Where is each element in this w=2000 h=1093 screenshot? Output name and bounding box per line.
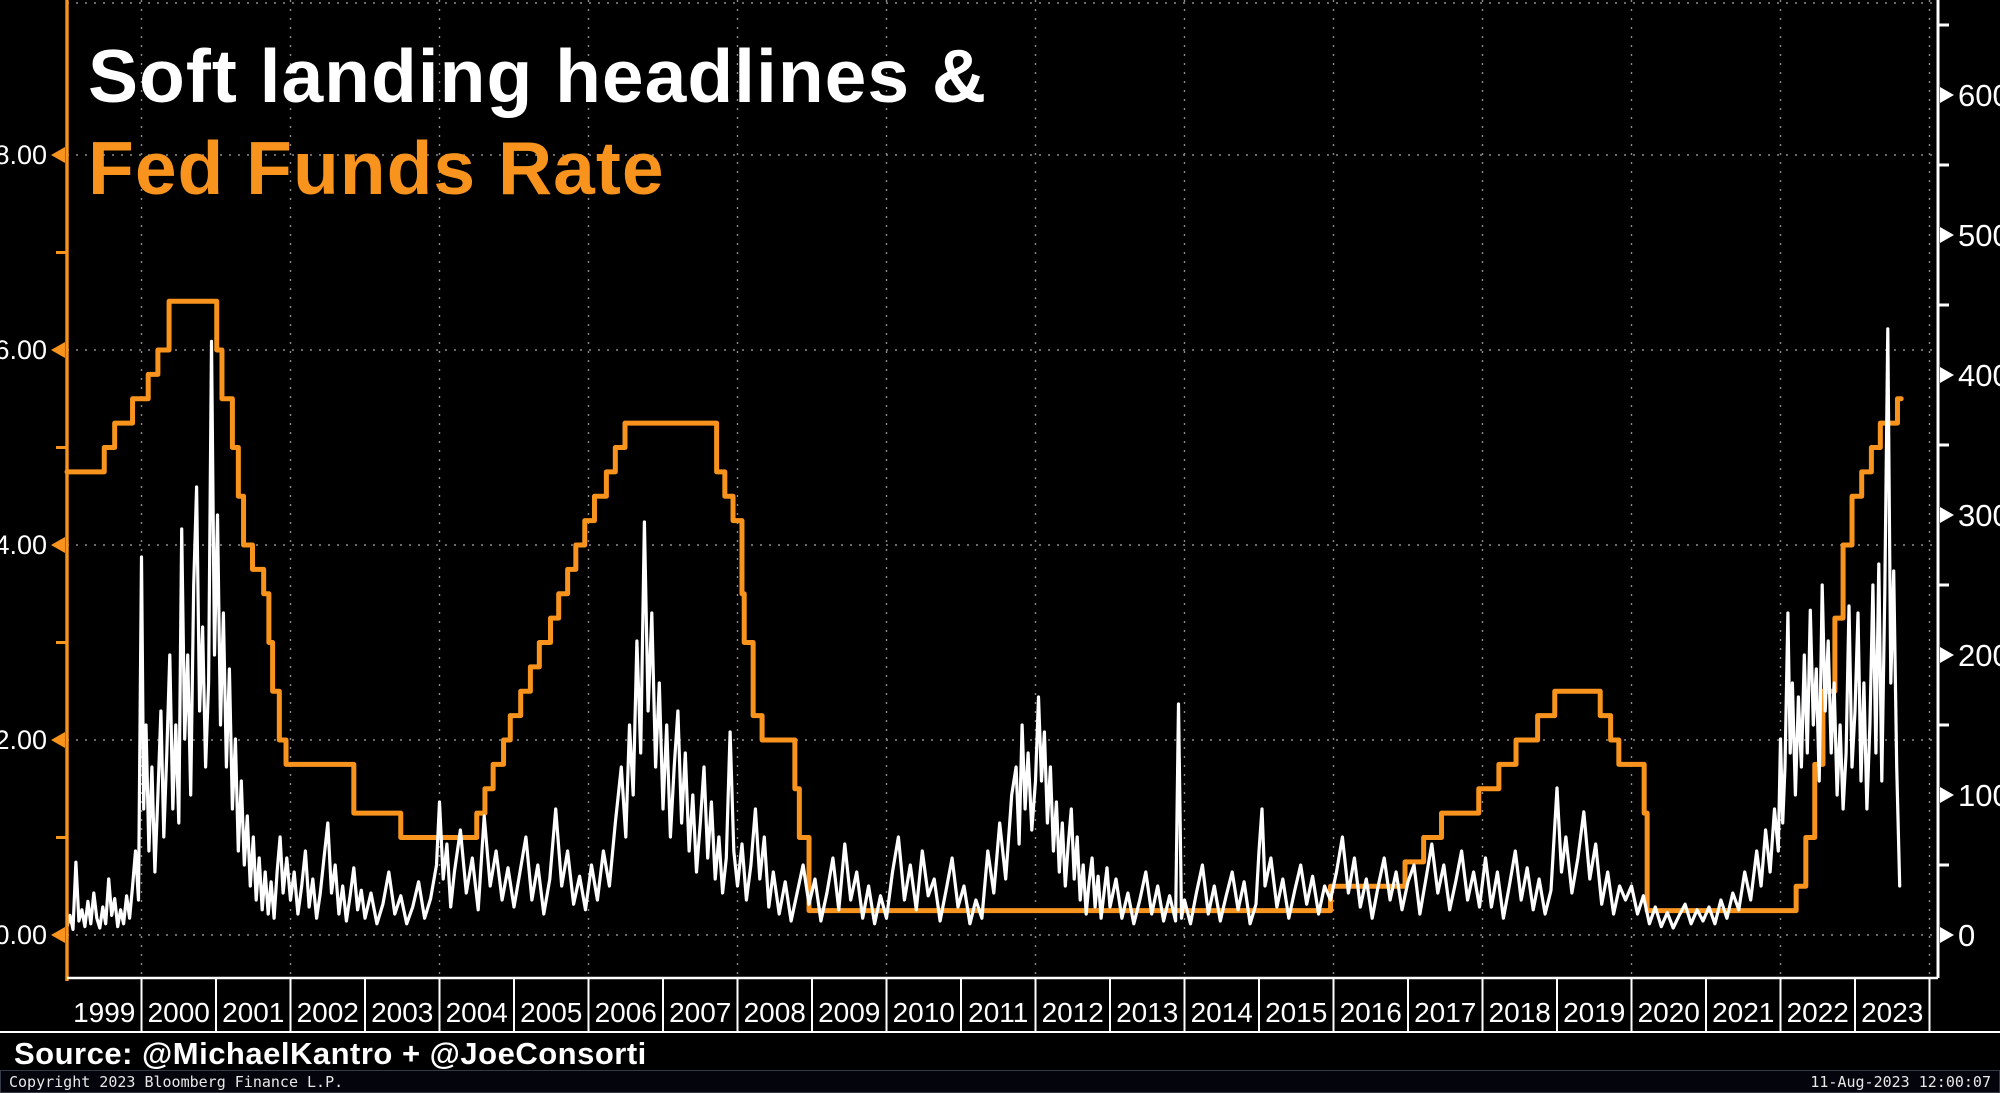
left-axis-tick-label: 6.00 xyxy=(0,335,47,365)
year-label: 2015 xyxy=(1265,997,1327,1028)
year-label: 2008 xyxy=(744,997,806,1028)
grid-vertical xyxy=(140,0,1931,978)
year-label: 2013 xyxy=(1116,997,1178,1028)
year-label: 2019 xyxy=(1563,997,1625,1028)
copyright-text: Copyright 2023 Bloomberg Finance L.P. xyxy=(9,1072,344,1091)
chart-title: Soft landing headlines & Fed Funds Rate xyxy=(88,30,987,214)
left-axis-arrow-icon xyxy=(51,732,65,748)
year-label: 2017 xyxy=(1414,997,1476,1028)
left-axis-arrow-icon xyxy=(51,537,65,553)
left-axis-tick-label: 8.00 xyxy=(0,140,47,170)
right-axis-tick-label: 200 xyxy=(1958,638,2000,673)
source-attribution: Source: @MichaelKantro + @JoeConsorti xyxy=(14,1036,647,1071)
fed-funds-series xyxy=(64,298,1904,914)
right-axis-tick-label: 0 xyxy=(1958,918,1975,953)
left-axis-arrow-icon xyxy=(51,927,65,943)
terminal-footer-bar: Copyright 2023 Bloomberg Finance L.P. 11… xyxy=(0,1070,2000,1093)
right-axis-arrow-icon xyxy=(1940,927,1954,943)
headlines-series xyxy=(65,327,1902,931)
right-axis-arrow-icon xyxy=(1940,227,1954,243)
left-axis-arrow-icon xyxy=(51,147,65,163)
year-label: 2018 xyxy=(1489,997,1551,1028)
year-label: 2002 xyxy=(297,997,359,1028)
year-label: 2014 xyxy=(1191,997,1253,1028)
chart-title-line2: Fed Funds Rate xyxy=(88,126,665,210)
right-axis-tick-label: 500 xyxy=(1958,218,2000,253)
right-axis-arrow-icon xyxy=(1940,647,1954,663)
year-label: 2007 xyxy=(669,997,731,1028)
year-label: 2020 xyxy=(1638,997,1700,1028)
year-label: 2010 xyxy=(893,997,955,1028)
year-label: 2021 xyxy=(1712,997,1774,1028)
year-label: 1999 xyxy=(73,997,135,1028)
year-label: 2001 xyxy=(222,997,284,1028)
right-axis-arrow-icon xyxy=(1940,507,1954,523)
left-axis-tick-label: 2.00 xyxy=(0,725,47,755)
right-axis-arrow-icon xyxy=(1940,367,1954,383)
year-label: 2006 xyxy=(595,997,657,1028)
right-axis: 0 100 200 300 400 500 600 xyxy=(1936,0,2000,978)
year-label: 2000 xyxy=(148,997,210,1028)
year-label: 2009 xyxy=(818,997,880,1028)
year-label: 2023 xyxy=(1861,997,1923,1028)
timestamp-text: 11-Aug-2023 12:00:07 xyxy=(1810,1072,1991,1091)
right-axis-arrow-icon xyxy=(1940,87,1954,103)
right-axis-tick-label: 100 xyxy=(1958,778,2000,813)
year-label: 2016 xyxy=(1340,997,1402,1028)
left-axis-tick-label: 4.00 xyxy=(0,530,47,560)
year-label: 2011 xyxy=(968,997,1028,1028)
left-axis-arrow-icon xyxy=(51,342,65,358)
left-axis: 0.00 2.00 4.00 6.00 8.00 xyxy=(0,0,69,981)
year-label: 2003 xyxy=(371,997,433,1028)
right-axis-arrow-icon xyxy=(1940,787,1954,803)
right-axis-tick-label: 300 xyxy=(1958,498,2000,533)
left-axis-tick-label: 0.00 xyxy=(0,920,47,950)
year-label: 2012 xyxy=(1042,997,1104,1028)
right-axis-tick-label: 400 xyxy=(1958,358,2000,393)
right-axis-tick-label: 600 xyxy=(1958,78,2000,113)
year-label: 2005 xyxy=(520,997,582,1028)
year-label: 2022 xyxy=(1787,997,1849,1028)
chart-title-line1: Soft landing headlines & xyxy=(88,34,988,118)
year-label: 2004 xyxy=(446,997,508,1028)
year-band: 1999 2000 2001 2002 2003 2004 2005 2006 2007 2008… xyxy=(73,979,1931,1031)
